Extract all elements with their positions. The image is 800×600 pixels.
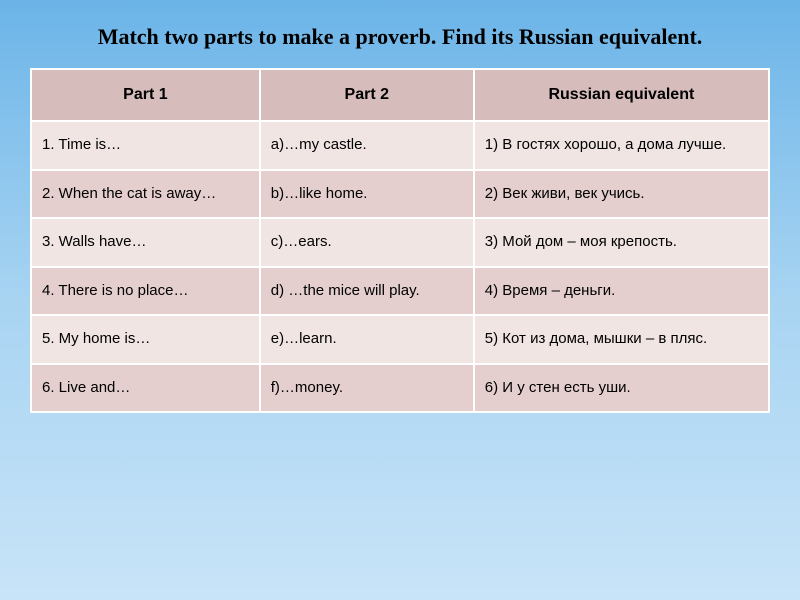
page-title: Match two parts to make a proverb. Find … xyxy=(0,0,800,68)
table-row: 4. There is no place… d) …the mice will … xyxy=(31,267,769,316)
table-header-row: Part 1 Part 2 Russian equivalent xyxy=(31,69,769,121)
table-row: 5. My home is… e)…learn. 5) Кот из дома,… xyxy=(31,315,769,364)
table-row: 2. When the cat is away… b)…like home. 2… xyxy=(31,170,769,219)
cell-part1: 6. Live and… xyxy=(31,364,260,413)
cell-part2: b)…like home. xyxy=(260,170,474,219)
cell-part2: c)…ears. xyxy=(260,218,474,267)
cell-russian: 4) Время – деньги. xyxy=(474,267,769,316)
table-row: 6. Live and… f)…money. 6) И у стен есть … xyxy=(31,364,769,413)
col-header-russian: Russian equivalent xyxy=(474,69,769,121)
cell-part1: 4. There is no place… xyxy=(31,267,260,316)
table-row: 1. Time is… a)…my castle. 1) В гостях хо… xyxy=(31,121,769,170)
cell-part1: 1. Time is… xyxy=(31,121,260,170)
cell-part2: d) …the mice will play. xyxy=(260,267,474,316)
proverb-table: Part 1 Part 2 Russian equivalent 1. Time… xyxy=(30,68,770,413)
cell-russian: 6) И у стен есть уши. xyxy=(474,364,769,413)
table-row: 3. Walls have… c)…ears. 3) Мой дом – моя… xyxy=(31,218,769,267)
cell-russian: 2) Век живи, век учись. xyxy=(474,170,769,219)
cell-part1: 5. My home is… xyxy=(31,315,260,364)
cell-part1: 3. Walls have… xyxy=(31,218,260,267)
table-container: Part 1 Part 2 Russian equivalent 1. Time… xyxy=(0,68,800,413)
col-header-part2: Part 2 xyxy=(260,69,474,121)
cell-part2: f)…money. xyxy=(260,364,474,413)
cell-russian: 1) В гостях хорошо, а дома лучше. xyxy=(474,121,769,170)
cell-russian: 3) Мой дом – моя крепость. xyxy=(474,218,769,267)
col-header-part1: Part 1 xyxy=(31,69,260,121)
cell-part2: a)…my castle. xyxy=(260,121,474,170)
cell-part1: 2. When the cat is away… xyxy=(31,170,260,219)
cell-part2: e)…learn. xyxy=(260,315,474,364)
cell-russian: 5) Кот из дома, мышки – в пляс. xyxy=(474,315,769,364)
